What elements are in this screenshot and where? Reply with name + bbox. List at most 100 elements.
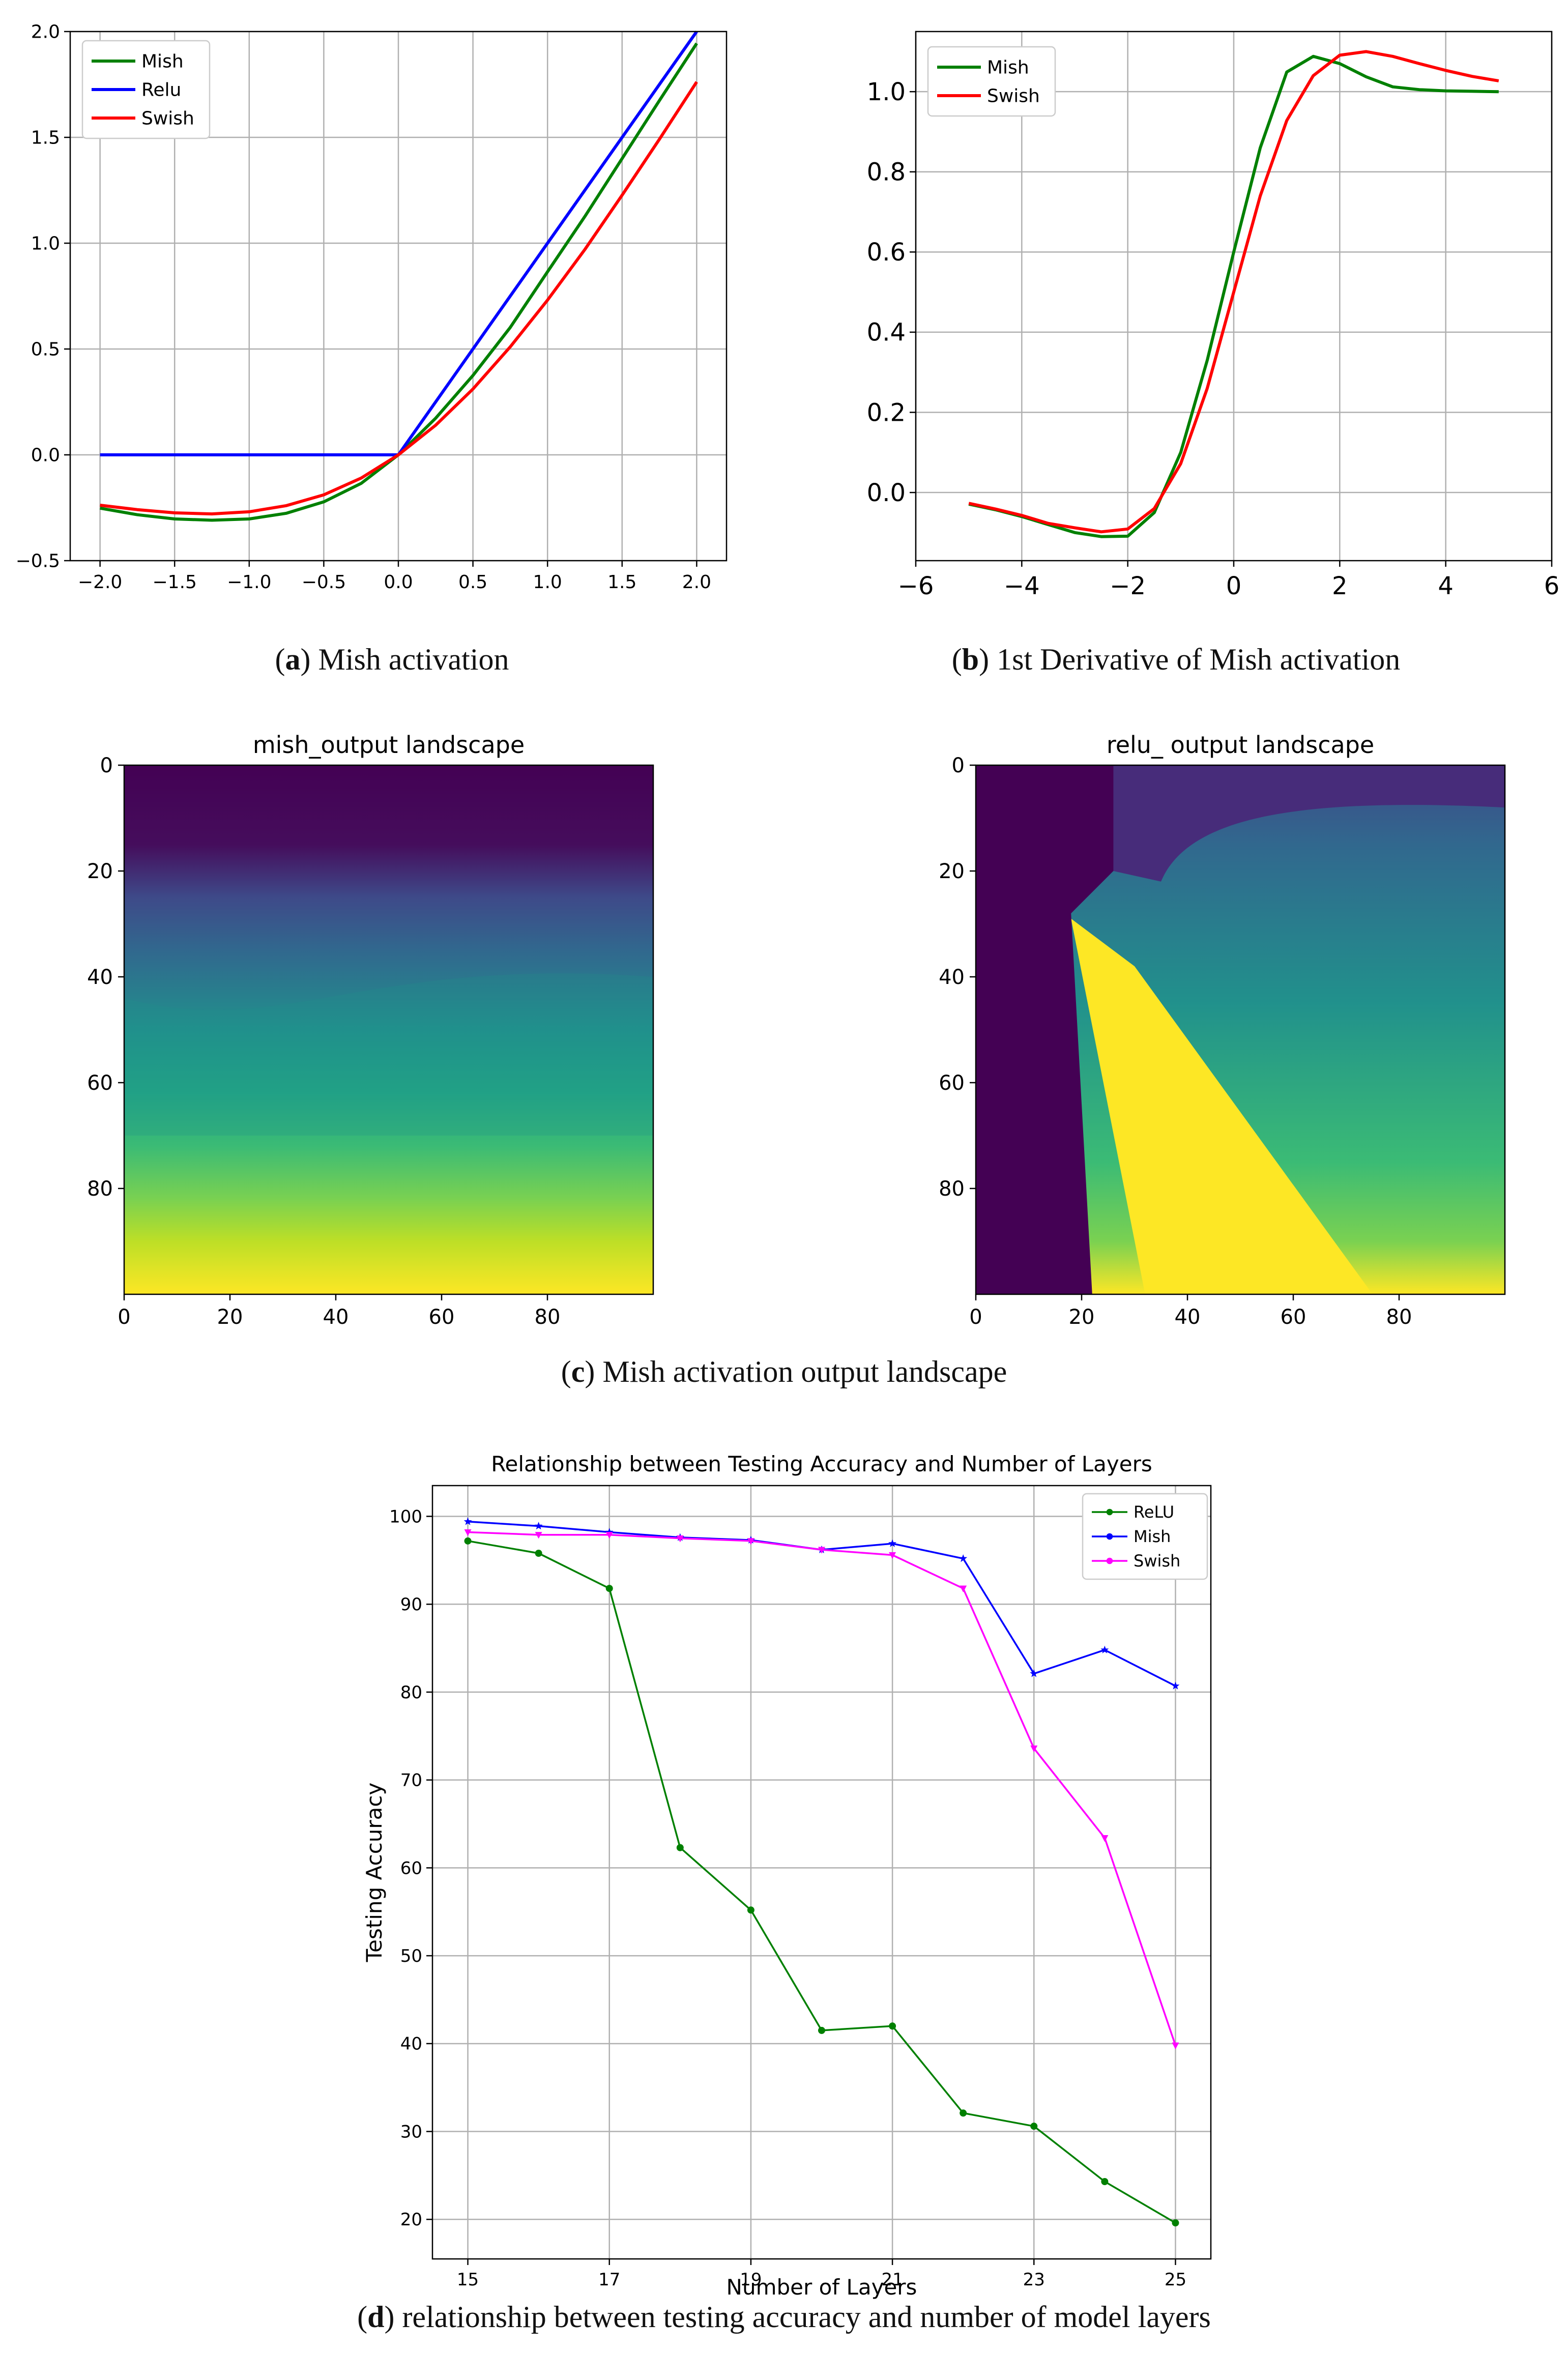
chart-b-ytick-label: 1.0 (867, 78, 906, 106)
chart-c1-frame (123, 764, 654, 1295)
chart-c2-ytick-label: 80 (939, 1177, 965, 1201)
chart-d-xtick-label: 17 (598, 2270, 620, 2290)
chart-d-ytick-label: 20 (400, 2210, 422, 2230)
chart-d-point-swish (960, 1585, 967, 1592)
chart-d-legend-marker-swish (1106, 1557, 1113, 1564)
caption-b-letter: b (962, 643, 979, 676)
chart-d-ytick-label: 60 (400, 1858, 422, 1878)
chart-a-ytick-label: 1.0 (31, 234, 60, 254)
chart-c2-title: relu_ output landscape (1107, 731, 1374, 759)
caption-a: (a) Mish activation (275, 643, 509, 676)
chart-a-ytick-label: 2.0 (31, 22, 60, 43)
chart-d-point-relu (889, 2022, 896, 2030)
chart-d-point-mish (534, 1522, 543, 1530)
chart-d-legend-label-relu: ReLU (1134, 1502, 1174, 1522)
chart-a-ytick-label: −0.5 (16, 551, 60, 572)
chart-a-legend-label-swish: Swish (141, 108, 194, 129)
chart-d-point-relu (1101, 2178, 1109, 2185)
chart-d-legend-box (1082, 1493, 1208, 1580)
chart-d-legend-label-mish: Mish (1134, 1527, 1171, 1546)
chart-d-accuracy-vs-layers: 15 17 19 21 23 25 20 30 40 50 60 70 80 90 100 ReLU Mish S… (362, 1452, 1212, 2300)
chart-c1-ytick-label: 80 (87, 1177, 113, 1201)
chart-d-point-relu (1030, 2123, 1038, 2130)
chart-b-series-mish-line (968, 54, 1499, 538)
chart-b-legend-box (927, 46, 1056, 117)
chart-d-ytick-label: 90 (400, 1594, 422, 1615)
chart-d-point-swish (1172, 2042, 1179, 2049)
chart-c2-ytick-label: 40 (939, 966, 965, 989)
chart-d-ytick-label: 70 (400, 1771, 422, 1791)
chart-d-point-mish (959, 1554, 968, 1562)
chart-d-ytick-label: 40 (400, 2034, 422, 2054)
chart-d-legend-marker-mish (1106, 1533, 1113, 1540)
chart-d-series-swish-line (468, 1531, 1177, 2046)
chart-c-output-landscapes: mish_output landscape 0 20 40 60 80 0 20 40 60 80 r… (87, 731, 1506, 1329)
chart-a-xtick-label: 0.5 (458, 572, 487, 593)
caption-d-letter: d (367, 2300, 385, 2334)
chart-a-xtick-label: −0.5 (302, 572, 346, 593)
chart-a-xtick-label: 1.0 (533, 572, 562, 593)
chart-d-series-relu-line (468, 1540, 1176, 2224)
chart-d-point-swish (889, 1552, 896, 1559)
chart-a-legend-label-mish: Mish (141, 51, 184, 72)
caption-c-text: Mish activation output landscape (595, 1355, 1007, 1388)
chart-d-ytick-label: 30 (400, 2122, 422, 2142)
chart-d-ytick-label: 50 (400, 1946, 422, 1966)
chart-d-ytick-label: 100 (389, 1506, 422, 1527)
chart-d-point-mish (1100, 1645, 1109, 1653)
chart-c2-region-dark (976, 765, 1114, 1294)
chart-d-point-mish (463, 1517, 472, 1525)
chart-a-xtick-label: −1.5 (153, 572, 197, 593)
chart-b-legend-label-mish: Mish (987, 57, 1029, 78)
caption-d-text: relationship between testing accuracy an… (394, 2300, 1211, 2334)
chart-a-xtick-label: 0.0 (384, 572, 413, 593)
chart-c1-xtick-label: 20 (217, 1305, 243, 1329)
chart-c2-xtick-label: 0 (969, 1305, 982, 1329)
chart-c1-ytick-label: 40 (87, 966, 113, 989)
chart-d-ylabel: Testing Accuracy (362, 1783, 387, 1963)
chart-d-point-swish (1101, 1835, 1109, 1842)
panel-b: −6 −4 −2 0 2 4 6 0.0 0.2 0.4 0.6 0.8 1.0 Mish Swish (b… (784, 0, 1568, 697)
chart-d-grid (432, 1486, 1211, 2259)
chart-c1-xtick-label: 40 (323, 1305, 349, 1329)
chart-d-point-relu (1172, 2219, 1179, 2227)
chart-d-xtick-label: 25 (1165, 2270, 1186, 2290)
chart-d-point-relu (464, 1537, 472, 1545)
chart-a-legend: Mish Relu Swish (81, 40, 211, 139)
chart-b-legend: Mish Swish (927, 46, 1056, 117)
chart-d-point-relu (747, 1906, 754, 1914)
chart-b-xtick-label: 6 (1544, 572, 1560, 600)
chart-d-point-swish (464, 1529, 472, 1536)
chart-a-xtick-label: −2.0 (78, 572, 122, 593)
panel-d: 15 17 19 21 23 25 20 30 40 50 60 70 80 90 100 ReLU Mish S… (0, 1435, 1568, 2380)
chart-c1-xtick-label: 60 (429, 1305, 455, 1329)
caption-b: (b) 1st Derivative of Mish activation (951, 643, 1401, 676)
chart-d-xtick-label: 23 (1023, 2270, 1045, 2290)
chart-c1-ytick-label: 20 (87, 860, 113, 883)
panel-c: mish_output landscape 0 20 40 60 80 0 20 40 60 80 r… (0, 712, 1568, 1425)
chart-d-point-mish (1030, 1669, 1038, 1677)
chart-c2-xtick-label: 20 (1069, 1305, 1095, 1329)
chart-a-xtick-label: −1.0 (227, 572, 271, 593)
chart-d-xlabel: Number of Layers (727, 2275, 917, 2300)
chart-d-ytick-label: 80 (400, 1682, 422, 1703)
chart-b-series-swish-line (968, 50, 1499, 534)
chart-c2-xtick-label: 80 (1386, 1305, 1412, 1329)
chart-a-ytick-label: 1.5 (31, 128, 60, 149)
chart-d-point-relu (960, 2109, 967, 2117)
chart-d-point-swish (818, 1547, 825, 1554)
chart-d-legend-marker-relu (1106, 1508, 1113, 1516)
chart-c2-ytick-label: 0 (952, 754, 965, 777)
caption-b-text: 1st Derivative of Mish activation (989, 643, 1401, 676)
caption-d: (d) relationship between testing accurac… (357, 2300, 1211, 2334)
chart-a-mish-activation: −2.0 −1.5 −1.0 −0.5 0.0 0.5 1.0 1.5 2.0 −0.5 0.0 0.… (16, 22, 728, 593)
chart-b-ytick-label: 0.6 (867, 238, 906, 267)
chart-c2-frame (975, 764, 1506, 1295)
chart-d-frame (431, 1485, 1212, 2260)
chart-a-series-swish-line (100, 81, 698, 516)
chart-a-ytick-label: 0.5 (31, 339, 60, 360)
chart-d-point-swish (535, 1532, 542, 1539)
chart-c1-xtick-label: 0 (118, 1305, 130, 1329)
chart-b-frame (915, 31, 1553, 562)
chart-a-frame (69, 31, 728, 562)
